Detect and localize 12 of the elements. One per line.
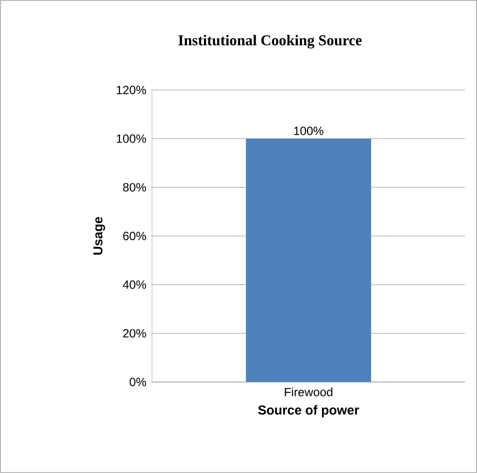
y-tick-label: 120% <box>116 86 146 94</box>
x-axis-title: Source of power <box>258 405 360 418</box>
y-tick-label: 60% <box>123 232 146 240</box>
data-label: 100% <box>294 126 324 136</box>
chart-title: Institutional Cooking Source <box>178 34 362 48</box>
y-tick-label: 0% <box>130 378 146 386</box>
y-tick-label: 80% <box>123 183 146 192</box>
x-tick-label: Firewood <box>284 388 332 396</box>
y-axis-title: Usage <box>93 216 106 255</box>
y-tick-label: 20% <box>123 329 146 338</box>
y-tick-label: 100% <box>116 134 146 143</box>
y-tick-label: 40% <box>122 280 146 289</box>
